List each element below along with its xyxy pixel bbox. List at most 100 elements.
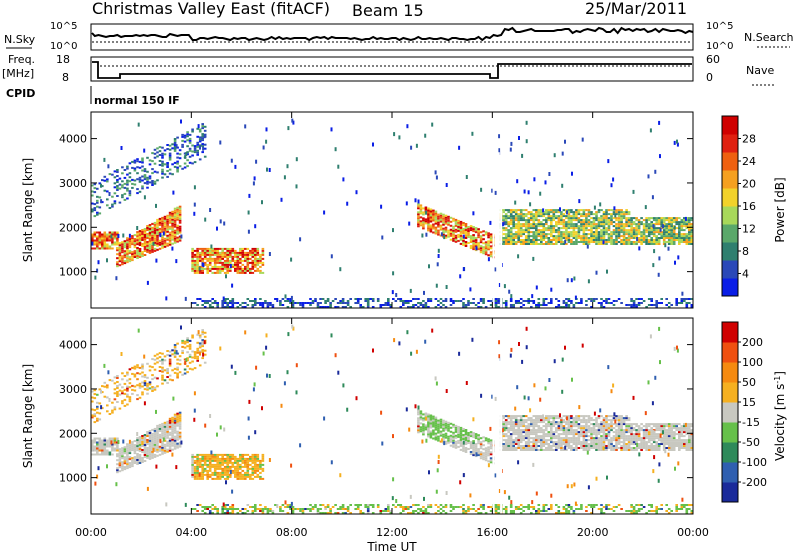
velocity-echo-cell (509, 441, 513, 444)
power-echo-cell (655, 227, 658, 230)
power-noise-cell (491, 188, 494, 193)
power-echo-cell (128, 256, 132, 259)
velocity-echo-cell (193, 455, 197, 458)
velocity-echo-cell (136, 441, 139, 444)
velocity-echo-cell (567, 447, 571, 449)
power-echo-cell (171, 238, 174, 241)
velocity-echo-cell (136, 447, 139, 450)
power-echo-cell (620, 231, 623, 234)
velocity-echo-cell (251, 461, 255, 464)
power-echo-cell (585, 243, 588, 245)
power-noise-cell (593, 205, 596, 210)
power-echo-cell (356, 300, 360, 302)
velocity-echo-cell (587, 429, 591, 432)
power-echo-cell (617, 223, 621, 226)
power-echo-cell (93, 191, 97, 194)
velocity-echo-cell (550, 423, 553, 426)
power-echo-cell (168, 148, 172, 151)
velocity-echo-cell (141, 435, 144, 437)
power-echo-cell (188, 133, 192, 136)
velocity-echo-cell (424, 426, 428, 429)
velocity-echo-cell (163, 449, 167, 452)
power-noise-cell (445, 183, 448, 187)
power-echo-cell (153, 156, 157, 159)
velocity-echo-cell (474, 437, 478, 440)
power-echo-cell (208, 247, 212, 250)
power-echo-cell (530, 223, 533, 226)
velocity-echo-cell (605, 435, 608, 438)
velocity-echo-cell (193, 459, 197, 462)
velocity-echo-cell (509, 433, 513, 436)
velocity-echo-cell (141, 451, 144, 453)
power-echo-cell (186, 153, 189, 156)
velocity-echo-cell (565, 443, 568, 445)
power-noise-cell (201, 262, 204, 267)
power-echo-cell (148, 181, 152, 184)
power-echo-cell (266, 304, 270, 306)
power-echo-cell (98, 182, 102, 185)
velocity-echo-cell (161, 428, 164, 431)
power-echo-cell (552, 217, 556, 220)
power-echo-cell (560, 219, 563, 222)
power-echo-cell (201, 123, 204, 126)
power-echo-cell (620, 227, 623, 230)
power-noise-cell (521, 153, 524, 158)
power-echo-cell (555, 235, 558, 238)
power-echo-cell (469, 241, 473, 243)
power-echo-cell (550, 233, 553, 236)
power-echo-cell (299, 302, 302, 304)
velocity-echo-cell (602, 427, 606, 430)
power-echo-cell (116, 261, 119, 264)
velocity-echo-cell (422, 431, 425, 434)
power-echo-cell (113, 176, 117, 179)
velocity-echo-cell (595, 443, 598, 445)
power-echo-cell (474, 239, 478, 242)
power-echo-cell (326, 298, 330, 300)
power-echo-cell (509, 223, 513, 226)
power-echo-cell (542, 304, 546, 306)
power-echo-cell (206, 302, 209, 304)
velocity-echo-cell (542, 429, 546, 432)
power-echo-cell (106, 178, 109, 181)
velocity-echo-cell (251, 453, 255, 456)
power-echo-cell (607, 233, 611, 236)
velocity-echo-cell (615, 445, 618, 447)
velocity-echo-cell (118, 456, 122, 459)
power-echo-cell (645, 225, 648, 228)
power-echo-cell (229, 259, 232, 262)
power-echo-cell (462, 302, 465, 304)
power-echo-cell (236, 265, 240, 268)
velocity-echo-cell (472, 432, 475, 435)
velocity-echo-cell (153, 435, 157, 438)
power-echo-cell (605, 300, 608, 302)
power-echo-cell (685, 225, 689, 228)
power-echo-cell (223, 247, 227, 250)
power-echo-cell (206, 259, 209, 262)
velocity-echo-cell (640, 439, 643, 442)
velocity-echo-cell (469, 435, 473, 438)
power-noise-cell (436, 262, 439, 267)
velocity-echo-cell (620, 435, 623, 438)
velocity-echo-cell (143, 460, 147, 462)
power-echo-cell (472, 240, 475, 243)
power-echo-cell (439, 228, 443, 231)
power-echo-cell (665, 298, 668, 300)
power-echo-cell (560, 217, 563, 220)
power-echo-cell (261, 306, 265, 308)
power-echo-cell (572, 217, 576, 220)
velocity-echo-cell (582, 429, 586, 432)
power-echo-cell (417, 298, 420, 300)
velocity-echo-cell (552, 415, 556, 418)
velocity-echo-cell (449, 436, 453, 439)
velocity-echo-cell (459, 440, 463, 443)
power-echo-cell (156, 220, 159, 223)
power-echo-cell (655, 229, 658, 232)
power-echo-cell (675, 300, 678, 302)
velocity-echo-cell (178, 437, 182, 440)
velocity-echo-cell (138, 438, 142, 441)
velocity-echo-cell (168, 441, 172, 444)
power-noise-cell (535, 285, 538, 290)
power-echo-cell (231, 259, 235, 262)
power-echo-cell (459, 220, 463, 223)
velocity-echo-cell (635, 429, 638, 432)
